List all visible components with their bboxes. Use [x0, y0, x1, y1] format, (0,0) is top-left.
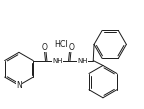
Text: HCl: HCl [54, 40, 68, 49]
Text: NH: NH [77, 58, 88, 64]
Text: O: O [41, 43, 47, 52]
Text: O: O [68, 43, 74, 52]
Text: NH: NH [53, 58, 63, 64]
Text: N: N [16, 81, 22, 90]
